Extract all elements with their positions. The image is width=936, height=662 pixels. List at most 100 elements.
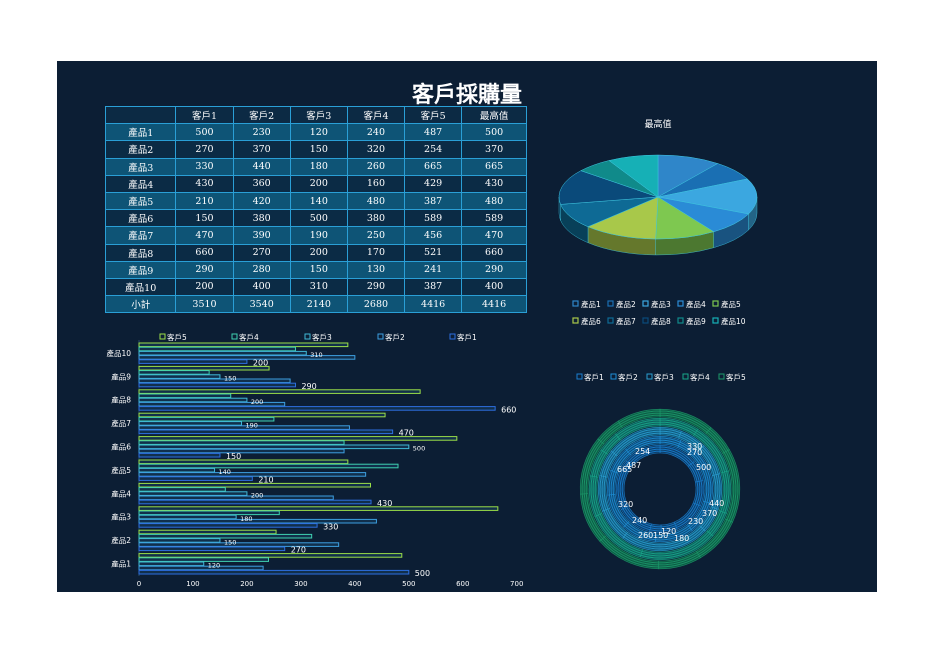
bar bbox=[138, 542, 340, 547]
donut-data-label: 370 bbox=[702, 509, 717, 518]
bar bbox=[138, 374, 221, 379]
donut-data-label: 500 bbox=[696, 463, 711, 472]
table-cell: 3510 bbox=[175, 295, 234, 314]
y-category-label: 產品8 bbox=[111, 395, 131, 405]
table-cell: 370 bbox=[232, 140, 291, 159]
pie-slice bbox=[657, 178, 758, 215]
table-header-cell: 客戶4 bbox=[346, 105, 406, 125]
legend-label: 客戶1 bbox=[584, 372, 604, 382]
table-row: 小計 3510 3540 2140 2680 4416 4416 bbox=[104, 295, 527, 314]
table-cell: 380 bbox=[346, 209, 406, 228]
table-row-label: 小計 bbox=[104, 295, 177, 314]
y-category-label: 產品4 bbox=[111, 488, 131, 498]
legend-swatch bbox=[377, 333, 384, 340]
table-row: 產品2 270 370 150 320 254 370 bbox=[104, 140, 527, 159]
bar bbox=[138, 365, 270, 371]
bar bbox=[138, 382, 296, 388]
y-category-label: 產品5 bbox=[111, 465, 131, 475]
legend-swatch bbox=[677, 317, 684, 324]
table-cell: 180 bbox=[289, 157, 348, 176]
donut-segment bbox=[616, 419, 661, 438]
x-tick-label: 300 bbox=[294, 580, 307, 588]
bar-data-label: 150 bbox=[224, 375, 236, 383]
y-category-label: 產品6 bbox=[111, 441, 131, 451]
bar-data-label: 430 bbox=[377, 499, 392, 508]
bar bbox=[138, 506, 499, 511]
x-tick-label: 700 bbox=[510, 580, 523, 588]
bar-data-label: 140 bbox=[219, 468, 231, 476]
bar bbox=[138, 355, 356, 360]
bar bbox=[138, 518, 377, 524]
table-cell: 660 bbox=[175, 243, 234, 262]
legend-label: 產品6 bbox=[581, 316, 601, 326]
donut-segment bbox=[619, 412, 661, 427]
legend-swatch bbox=[607, 317, 614, 324]
legend-swatch bbox=[449, 333, 456, 340]
legend-label: 產品3 bbox=[651, 299, 671, 309]
table-cell: 521 bbox=[404, 243, 463, 262]
table-cell: 130 bbox=[346, 260, 406, 279]
legend-label: 客戶1 bbox=[457, 332, 477, 342]
legend-swatch bbox=[572, 317, 579, 324]
table-header-cell: 最高值 bbox=[461, 105, 527, 125]
legend-swatch bbox=[572, 300, 579, 307]
bar bbox=[138, 482, 371, 488]
bar bbox=[138, 397, 248, 403]
bar bbox=[138, 412, 386, 418]
bar bbox=[138, 416, 275, 422]
table-cell: 480 bbox=[346, 191, 406, 211]
table-cell: 4416 bbox=[461, 295, 527, 314]
table-cell: 387 bbox=[404, 277, 463, 297]
bar bbox=[138, 472, 367, 477]
legend-label: 客戶3 bbox=[312, 332, 332, 342]
donut-data-label: 260 bbox=[638, 531, 653, 540]
table-cell: 360 bbox=[232, 174, 291, 193]
table-cell: 487 bbox=[404, 123, 463, 142]
table-row: 產品3 330 440 180 260 665 665 bbox=[104, 157, 527, 176]
legend-label: 客戶2 bbox=[618, 372, 638, 382]
bar bbox=[138, 546, 286, 552]
legend-label: 產品1 bbox=[581, 299, 601, 309]
bar bbox=[138, 421, 243, 426]
legend-label: 產品7 bbox=[616, 316, 636, 326]
table-cell: 200 bbox=[289, 174, 348, 193]
donut-segment bbox=[618, 410, 661, 425]
bar bbox=[138, 467, 216, 473]
bar-data-label: 200 bbox=[253, 359, 268, 368]
bar bbox=[138, 561, 205, 567]
donut-segment bbox=[615, 417, 661, 436]
table-cell: 310 bbox=[289, 277, 348, 297]
legend-swatch bbox=[718, 373, 725, 380]
bar-data-label: 150 bbox=[226, 452, 241, 461]
legend-swatch bbox=[677, 300, 684, 307]
bar bbox=[138, 448, 345, 454]
table-row: 產品6 150 380 500 380 589 589 bbox=[104, 209, 527, 228]
bar-data-label: 500 bbox=[413, 445, 425, 453]
page-title: 客戶採購量 bbox=[411, 82, 522, 108]
table-row-label: 產品1 bbox=[104, 123, 177, 142]
table-row: 產品10 200 400 310 290 387 400 bbox=[104, 277, 527, 297]
bar bbox=[138, 533, 313, 539]
bar bbox=[138, 350, 307, 356]
bar bbox=[138, 425, 350, 430]
donut-segment bbox=[645, 448, 661, 454]
legend-swatch bbox=[231, 333, 238, 340]
donut-data-label: 254 bbox=[635, 447, 650, 456]
bar bbox=[138, 436, 458, 441]
y-category-label: 產品3 bbox=[111, 512, 131, 522]
bar bbox=[138, 487, 226, 492]
donut-segment bbox=[617, 421, 661, 439]
bar bbox=[138, 393, 232, 399]
table-cell: 230 bbox=[232, 123, 291, 142]
bar-data-label: 310 bbox=[310, 351, 322, 359]
donut-data-label: 240 bbox=[632, 516, 647, 525]
bar bbox=[138, 359, 248, 364]
bar bbox=[138, 346, 296, 352]
donut-segment bbox=[646, 451, 661, 456]
bar bbox=[138, 452, 221, 458]
table-cell: 270 bbox=[175, 140, 234, 159]
legend-swatch bbox=[576, 373, 583, 380]
bar bbox=[138, 429, 394, 435]
bar-data-label: 330 bbox=[323, 522, 338, 531]
legend-label: 產品8 bbox=[651, 316, 671, 326]
